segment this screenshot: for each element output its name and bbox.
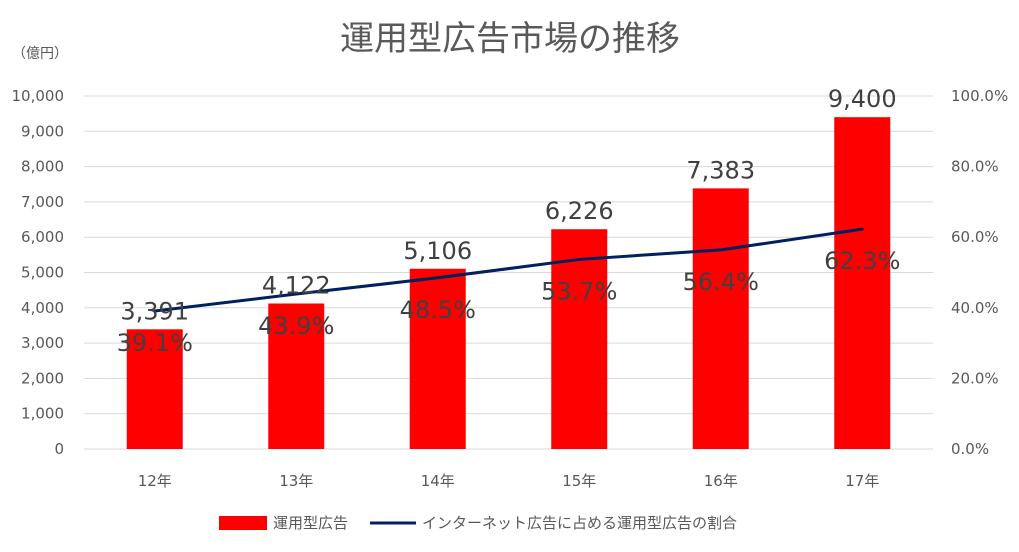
legend-label-bar: 運用型広告 — [273, 514, 348, 532]
line-point — [719, 248, 723, 252]
left-axis-tick-label: 10,000 — [12, 87, 65, 105]
bar — [551, 229, 608, 449]
right-axis-ticks: 0.0% 20.0% 40.0% 60.0% 80.0% 100.0% — [951, 87, 1008, 458]
x-axis-tick-label: 14年 — [421, 472, 455, 490]
bar — [409, 268, 466, 449]
data-labels: 3,391 4,122 5,106 6,226 7,383 9,400 39.1% 43.9%… — [117, 85, 901, 357]
x-axis-tick-label: 12年 — [138, 472, 172, 490]
y-axis-unit: （億円） — [12, 46, 68, 62]
right-axis-tick-label: 80.0% — [951, 158, 999, 176]
x-axis-tick-label: 15年 — [562, 472, 596, 490]
left-axis-tick-label: 9,000 — [21, 122, 64, 140]
left-axis-tick-label: 1,000 — [21, 405, 64, 423]
x-axis-tick-label: 13年 — [279, 472, 313, 490]
line-data-label: 56.4% — [683, 268, 759, 296]
right-axis-tick-label: 0.0% — [951, 440, 989, 458]
line-point — [294, 292, 298, 296]
left-axis-tick-label: 7,000 — [21, 193, 64, 211]
line-point — [577, 257, 581, 261]
legend-swatch-bar — [219, 516, 267, 530]
bar-data-label: 9,400 — [828, 85, 897, 113]
line-point — [436, 276, 440, 280]
line-data-label: 53.7% — [541, 277, 617, 305]
gridlines — [84, 95, 933, 450]
bar-data-label: 3,391 — [120, 297, 189, 325]
right-axis-tick-label: 60.0% — [951, 228, 999, 246]
bar — [692, 188, 749, 449]
bar-series — [126, 117, 891, 450]
bar-data-label: 6,226 — [545, 197, 614, 225]
left-axis-tick-label: 4,000 — [21, 299, 64, 317]
bar — [126, 329, 183, 449]
x-axis-tick-label: 16年 — [704, 472, 738, 490]
left-axis-tick-label: 3,000 — [21, 334, 64, 352]
chart-title: 運用型広告市場の推移 — [340, 19, 680, 59]
legend-label-line: インターネット広告に占める運用型広告の割合 — [422, 514, 737, 532]
left-axis-tick-label: 5,000 — [21, 264, 64, 282]
line-data-label: 39.1% — [117, 329, 193, 357]
bar — [834, 117, 891, 450]
line-series — [153, 227, 864, 313]
left-axis-tick-label: 0 — [54, 440, 64, 458]
x-axis-ticks: 12年 13年 14年 15年 16年 17年 — [138, 472, 880, 490]
left-axis-tick-label: 6,000 — [21, 228, 64, 246]
line-data-label: 43.9% — [258, 312, 334, 340]
line-point — [860, 227, 864, 231]
line-point — [153, 309, 157, 313]
x-axis-tick-label: 17年 — [845, 472, 879, 490]
left-axis-tick-label: 8,000 — [21, 158, 64, 176]
bar-data-label: 5,106 — [403, 237, 472, 265]
bar — [268, 303, 325, 449]
right-axis-tick-label: 40.0% — [951, 299, 999, 317]
bar-data-label: 4,122 — [262, 271, 331, 299]
legend: 運用型広告 インターネット広告に占める運用型広告の割合 — [219, 514, 737, 532]
bar-data-label: 7,383 — [686, 156, 755, 184]
series-line — [154, 227, 863, 313]
left-axis-ticks: 0 1,000 2,000 3,000 4,000 5,000 6,000 7,000 8,00… — [12, 87, 65, 458]
line-data-label: 48.5% — [400, 296, 476, 324]
right-axis-tick-label: 100.0% — [951, 87, 1008, 105]
line-data-label: 62.3% — [824, 247, 900, 275]
right-axis-tick-label: 20.0% — [951, 369, 999, 387]
left-axis-tick-label: 2,000 — [21, 369, 64, 387]
